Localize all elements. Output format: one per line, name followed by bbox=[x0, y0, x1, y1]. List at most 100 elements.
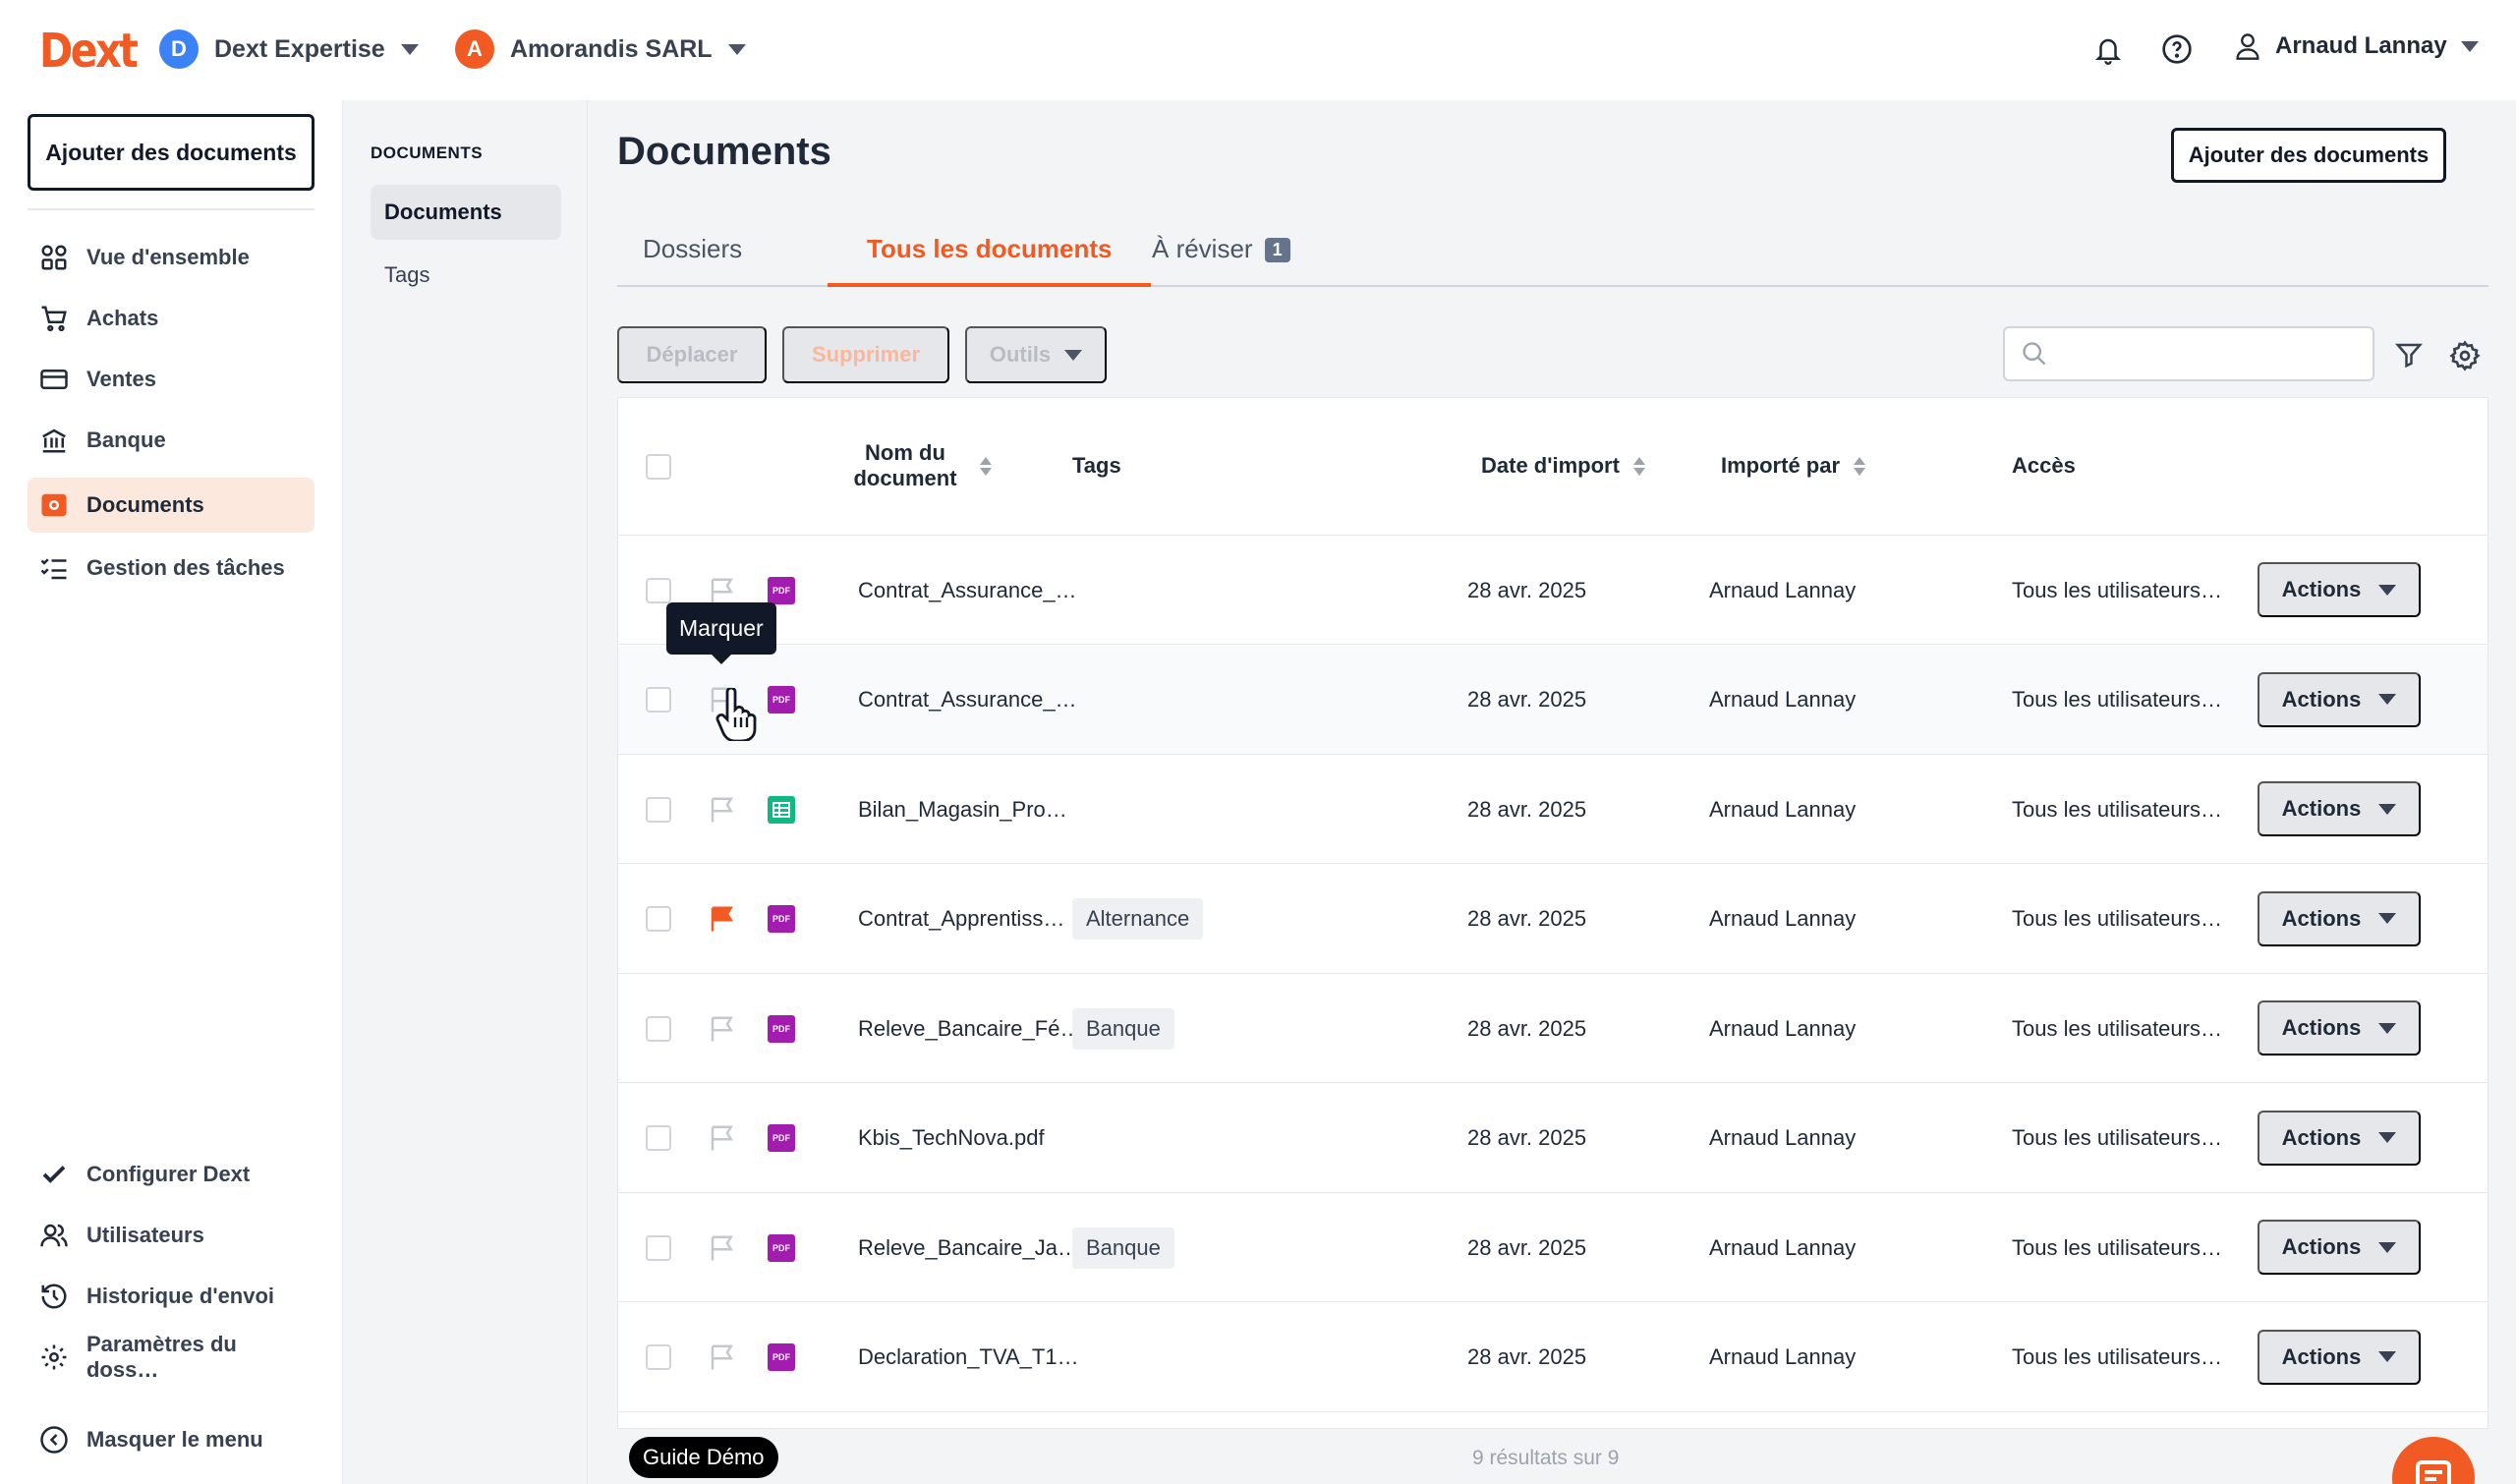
column-header-date[interactable]: Date d'import bbox=[1481, 453, 1645, 479]
checkbox[interactable] bbox=[646, 1344, 671, 1370]
row-checkbox[interactable] bbox=[646, 536, 671, 645]
sidebar-item-bank[interactable]: Banque bbox=[28, 413, 314, 468]
search-input[interactable] bbox=[2060, 342, 2355, 366]
checkbox[interactable] bbox=[646, 687, 671, 713]
sidebar-item-overview[interactable]: Vue d'ensemble bbox=[28, 230, 314, 285]
column-header-imported-by[interactable]: Importé par bbox=[1721, 453, 1866, 479]
tag-chip[interactable]: Banque bbox=[1072, 1007, 1174, 1050]
column-header-name[interactable]: Nom du document bbox=[844, 440, 1001, 491]
sidebar-item-history[interactable]: Historique d'envoi bbox=[28, 1269, 314, 1324]
document-name[interactable]: Bilan_Magasin_Pro… bbox=[858, 796, 1067, 822]
tab-all-documents[interactable]: Tous les documents bbox=[828, 224, 1152, 287]
row-checkbox[interactable] bbox=[646, 1193, 671, 1302]
chevron-down-icon bbox=[2378, 1022, 2397, 1034]
table-row[interactable]: PDF Releve_Bancaire_Ja… Banque 28 avr. 2… bbox=[618, 1193, 2487, 1302]
user-menu[interactable]: Arnaud Lannay bbox=[2234, 31, 2479, 61]
add-documents-sidebar-button[interactable]: Ajouter des documents bbox=[28, 114, 314, 191]
flag-button[interactable] bbox=[708, 1303, 737, 1412]
row-checkbox[interactable] bbox=[646, 755, 671, 864]
pdf-file-icon: PDF bbox=[768, 686, 795, 713]
actions-button[interactable]: Actions bbox=[2258, 1000, 2421, 1056]
bell-icon[interactable] bbox=[2093, 33, 2123, 67]
subnav-item-tags[interactable]: Tags bbox=[384, 262, 430, 287]
chevron-down-icon bbox=[2378, 1241, 2397, 1253]
document-tags: Banque bbox=[1072, 1193, 1174, 1302]
sidebar-item-label: Ventes bbox=[86, 367, 156, 391]
dext-logo[interactable]: Dext bbox=[39, 24, 139, 79]
sidebar-item-settings[interactable]: Paramètres du doss… bbox=[28, 1330, 314, 1385]
table-row[interactable]: PDF Declaration_TVA_T1… 28 avr. 2025 Arn… bbox=[618, 1302, 2487, 1412]
actions-button[interactable]: Actions bbox=[2258, 781, 2421, 836]
tag-chip[interactable]: Banque bbox=[1072, 1227, 1174, 1269]
flag-button[interactable] bbox=[708, 755, 737, 864]
workspace-switcher[interactable]: D Dext Expertise bbox=[159, 29, 419, 69]
actions-button[interactable]: Actions bbox=[2258, 562, 2421, 617]
document-name[interactable]: Releve_Bancaire_Ja… bbox=[858, 1234, 1080, 1260]
row-checkbox[interactable] bbox=[646, 865, 671, 974]
sidebar-item-documents[interactable]: Documents bbox=[28, 478, 314, 533]
row-checkbox[interactable] bbox=[646, 1303, 671, 1412]
flag-button[interactable] bbox=[708, 1084, 737, 1193]
column-label: Tags bbox=[1072, 453, 1121, 478]
help-icon[interactable] bbox=[2161, 33, 2193, 65]
actions-button[interactable]: Actions bbox=[2258, 890, 2421, 946]
divider bbox=[28, 208, 314, 210]
move-button[interactable]: Déplacer bbox=[617, 326, 767, 383]
tab-folders[interactable]: Dossiers bbox=[629, 224, 756, 287]
access-level: Tous les utilisateurs… bbox=[2012, 1015, 2222, 1041]
column-label: Date d'import bbox=[1481, 453, 1620, 478]
settings-gear-icon[interactable] bbox=[2449, 340, 2481, 371]
file-type: PDF bbox=[768, 1303, 795, 1412]
checkbox[interactable] bbox=[646, 1125, 671, 1151]
flag-button[interactable] bbox=[708, 1193, 737, 1302]
flag-button[interactable] bbox=[708, 865, 737, 974]
row-checkbox[interactable] bbox=[646, 974, 671, 1083]
filter-icon[interactable] bbox=[2394, 340, 2424, 370]
row-checkbox[interactable] bbox=[646, 646, 671, 755]
document-name[interactable]: Contrat_Assurance_… bbox=[858, 687, 1077, 712]
table-row[interactable]: PDF Contrat_Assurance_… 28 avr. 2025 Arn… bbox=[618, 536, 2487, 645]
sidebar-item-users[interactable]: Utilisateurs bbox=[28, 1208, 314, 1263]
sidebar-item-sales[interactable]: Ventes bbox=[28, 352, 314, 407]
sidebar-item-tasks[interactable]: Gestion des tâches bbox=[28, 541, 314, 596]
search-box[interactable] bbox=[2003, 326, 2374, 381]
page-title: Documents bbox=[617, 130, 831, 173]
flag-button[interactable] bbox=[708, 974, 737, 1083]
flag-button[interactable] bbox=[708, 536, 737, 645]
document-name[interactable]: Kbis_TechNova.pdf bbox=[858, 1125, 1045, 1150]
guide-demo-button[interactable]: Guide Démo bbox=[629, 1437, 778, 1478]
tag-chip[interactable]: Alternance bbox=[1072, 898, 1204, 940]
tab-to-review[interactable]: À réviser 1 bbox=[1152, 224, 1304, 287]
table-row[interactable]: PDF Releve_Bancaire_Fé… Banque 28 avr. 2… bbox=[618, 974, 2487, 1083]
table-row[interactable]: Bilan_Magasin_Pro… 28 avr. 2025 Arnaud L… bbox=[618, 755, 2487, 864]
table-row[interactable]: PDF Contrat_Apprentiss… Alternance 28 av… bbox=[618, 864, 2487, 974]
checkbox[interactable] bbox=[646, 577, 671, 603]
checkbox[interactable] bbox=[646, 1234, 671, 1261]
checkbox[interactable] bbox=[646, 454, 671, 480]
checkbox[interactable] bbox=[646, 1015, 671, 1042]
tools-dropdown[interactable]: Outils bbox=[965, 326, 1107, 383]
history-icon bbox=[41, 1284, 67, 1309]
actions-button[interactable]: Actions bbox=[2258, 671, 2421, 727]
collapse-menu[interactable]: Masquer le menu bbox=[28, 1412, 314, 1467]
actions-button[interactable]: Actions bbox=[2258, 1220, 2421, 1275]
add-documents-button[interactable]: Ajouter des documents bbox=[2171, 128, 2446, 183]
table-row[interactable]: PDF Contrat_Assurance_… 28 avr. 2025 Arn… bbox=[618, 645, 2487, 755]
delete-button[interactable]: Supprimer bbox=[782, 326, 949, 383]
select-all-checkbox[interactable] bbox=[646, 454, 671, 480]
document-name[interactable]: Contrat_Apprentiss… bbox=[858, 906, 1065, 931]
actions-button[interactable]: Actions bbox=[2258, 1329, 2421, 1385]
table-row[interactable]: PDF Kbis_TechNova.pdf 28 avr. 2025 Arnau… bbox=[618, 1083, 2487, 1193]
actions-button[interactable]: Actions bbox=[2258, 1110, 2421, 1166]
sidebar-item-configure[interactable]: Configurer Dext bbox=[28, 1147, 314, 1202]
document-name[interactable]: Releve_Bancaire_Fé… bbox=[858, 1015, 1082, 1041]
row-checkbox[interactable] bbox=[646, 1084, 671, 1193]
client-switcher[interactable]: A Amorandis SARL bbox=[455, 29, 746, 69]
document-name[interactable]: Contrat_Assurance_… bbox=[858, 577, 1077, 602]
chat-icon[interactable] bbox=[2392, 1437, 2475, 1484]
checkbox[interactable] bbox=[646, 796, 671, 823]
checkbox[interactable] bbox=[646, 906, 671, 932]
subnav-item-documents[interactable]: Documents bbox=[371, 185, 561, 240]
sidebar-item-purchases[interactable]: Achats bbox=[28, 291, 314, 346]
document-name[interactable]: Declaration_TVA_T1… bbox=[858, 1344, 1079, 1369]
